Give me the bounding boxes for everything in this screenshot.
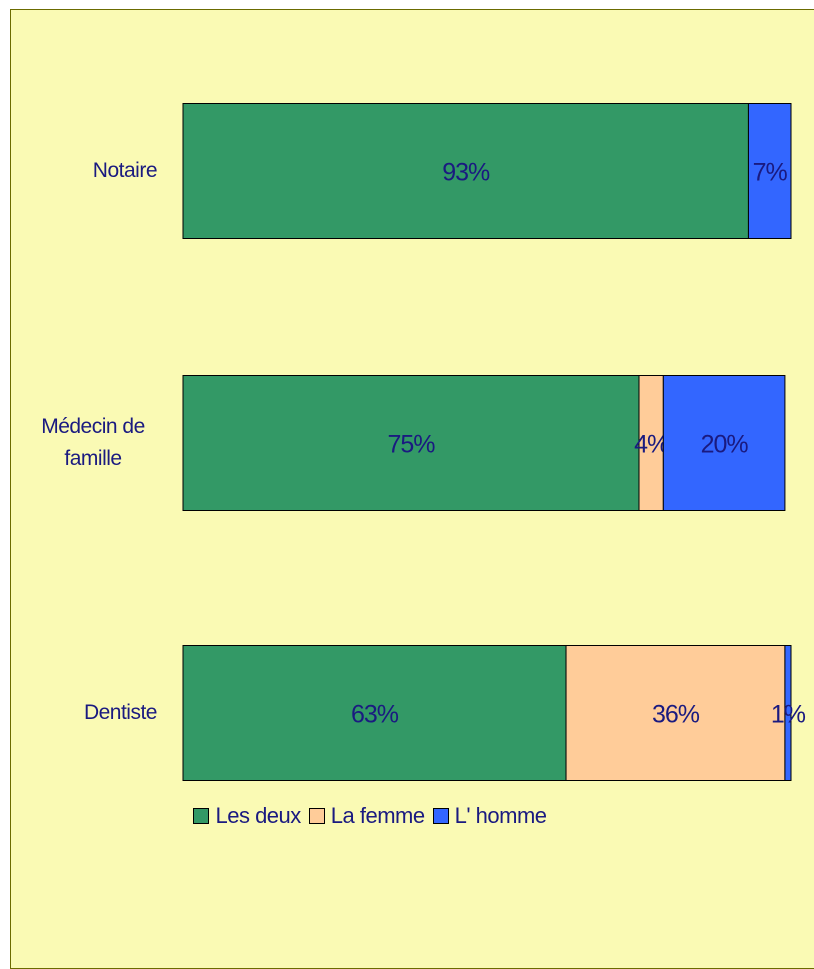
- bar-segment: [638, 375, 664, 511]
- legend-swatch: [308, 808, 325, 824]
- legend-label: L' homme: [454, 803, 547, 828]
- legend-swatch: [432, 808, 449, 824]
- value-label: 93%: [442, 159, 490, 187]
- category-text: Notaire: [92, 159, 158, 182]
- bar-segment: [662, 375, 786, 511]
- bar-segment: [784, 645, 792, 781]
- value-label: 20%: [701, 431, 749, 459]
- bar-segment: [182, 375, 640, 511]
- legend-label: Les deux: [215, 803, 301, 828]
- value-label: 1%: [771, 701, 806, 729]
- value-label: 75%: [387, 431, 435, 459]
- category-label: Médecin de famille: [27, 411, 157, 475]
- legend-label: La femme: [330, 803, 425, 828]
- legend-item: L' homme: [432, 803, 547, 829]
- category-text: Dentiste: [83, 701, 158, 724]
- bar-segment: [182, 103, 749, 239]
- category-text: Médecin de famille: [41, 415, 145, 470]
- value-label: 36%: [652, 701, 700, 729]
- legend: Les deux La femme L' homme: [0, 803, 740, 829]
- value-label: 7%: [753, 159, 788, 187]
- category-label: Dentiste: [27, 697, 158, 729]
- legend-item: Les deux: [193, 803, 301, 829]
- bar-segment: [565, 645, 786, 781]
- bar-segment: [747, 103, 792, 239]
- legend-swatch: [193, 808, 210, 824]
- category-label: Notaire: [27, 155, 158, 187]
- legend-item: La femme: [308, 803, 425, 829]
- bar-segment: [182, 645, 567, 781]
- value-label: 63%: [351, 701, 399, 729]
